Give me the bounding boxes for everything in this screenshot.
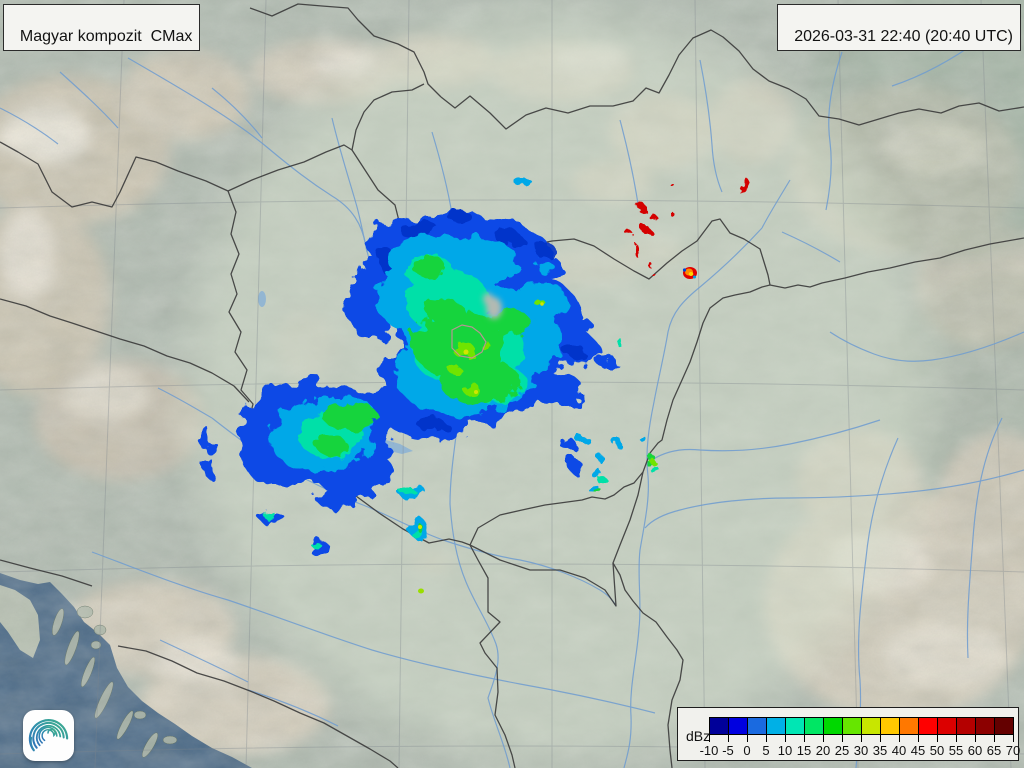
colorbar-cell [747, 717, 766, 735]
rivers [0, 37, 1024, 768]
colorbar-cell [899, 717, 918, 735]
colorbar-tick-label: 10 [777, 743, 793, 758]
colorbar-tick-label: 5 [762, 743, 770, 758]
colorbar-tick-label: 40 [891, 743, 907, 758]
colorbar-tick [747, 735, 748, 742]
colorbar-tick [728, 735, 729, 742]
colorbar-tick [842, 735, 843, 742]
colorbar-tick [709, 735, 710, 742]
colorbar-cell [842, 717, 861, 735]
product-label: Magyar kompozit CMax [19, 28, 193, 45]
colorbar-cell [823, 717, 842, 735]
colorbar-tick [1013, 735, 1014, 742]
colorbar-tick [804, 735, 805, 742]
clutter-echoes [626, 179, 749, 279]
colorbar-cell [956, 717, 975, 735]
colorbar-cell [975, 717, 994, 735]
colorbar-tick-label: 70 [1005, 743, 1021, 758]
colorbar-tick [861, 735, 862, 742]
colorbar-tick-label: -10 [699, 743, 719, 758]
echo-data-gap [483, 293, 502, 319]
colorbar-cell [709, 717, 728, 735]
colorbar: dBz -10 -5 0 5 10 15 20 25 30 35 40 45 50 55 60 65 70 [677, 707, 1021, 761]
colorbar-tick [918, 735, 919, 742]
colorbar-tick-label: 45 [910, 743, 926, 758]
colorbar-cells [709, 717, 1014, 735]
weather-service-logo [23, 710, 74, 761]
colorbar-cell [937, 717, 956, 735]
colorbar-tick [785, 735, 786, 742]
colorbar-tick-label: 55 [948, 743, 964, 758]
country-borders [0, 3, 1024, 768]
colorbar-tick [899, 735, 900, 742]
colorbar-tick [975, 735, 976, 742]
clutter-multicolor-spot [682, 267, 697, 279]
colorbar-tick [937, 735, 938, 742]
colorbar-tick-label: -5 [722, 743, 734, 758]
colorbar-tick-label: 50 [929, 743, 945, 758]
colorbar-tick-label: 65 [986, 743, 1002, 758]
colorbar-tick [956, 735, 957, 742]
colorbar-tick [823, 735, 824, 742]
colorbar-cell [994, 717, 1014, 735]
echo-level-yellow [418, 302, 544, 529]
colorbar-tick-label: 25 [834, 743, 850, 758]
colorbar-tick-label: 20 [815, 743, 831, 758]
timestamp-label: 2026-03-31 22:40 (20:40 UTC) [794, 28, 1013, 45]
colorbar-cell [861, 717, 880, 735]
spiral-vortex-icon [28, 719, 69, 752]
colorbar-cell [918, 717, 937, 735]
colorbar-tick-label: 15 [796, 743, 812, 758]
colorbar-cell [766, 717, 785, 735]
colorbar-cell [880, 717, 899, 735]
colorbar-cell [728, 717, 747, 735]
colorbar-tick-label: 0 [743, 743, 751, 758]
colorbar-tick [994, 735, 995, 742]
colorbar-cell [804, 717, 823, 735]
budapest-outline [451, 324, 487, 359]
colorbar-cell [785, 717, 804, 735]
precipitation-echoes [199, 177, 658, 594]
colorbar-tick-label: 60 [967, 743, 983, 758]
product-label-box: Magyar kompozit CMax [3, 4, 201, 51]
colorbar-tick-label: 30 [853, 743, 869, 758]
colorbar-tick-label: 35 [872, 743, 888, 758]
colorbar-tick [880, 735, 881, 742]
timestamp-box: 2026-03-31 22:40 (20:40 UTC) [777, 4, 1021, 51]
colorbar-tick [766, 735, 767, 742]
echo-isolated-dot [418, 588, 424, 594]
colorbar-unit-label: dBz [686, 728, 711, 744]
